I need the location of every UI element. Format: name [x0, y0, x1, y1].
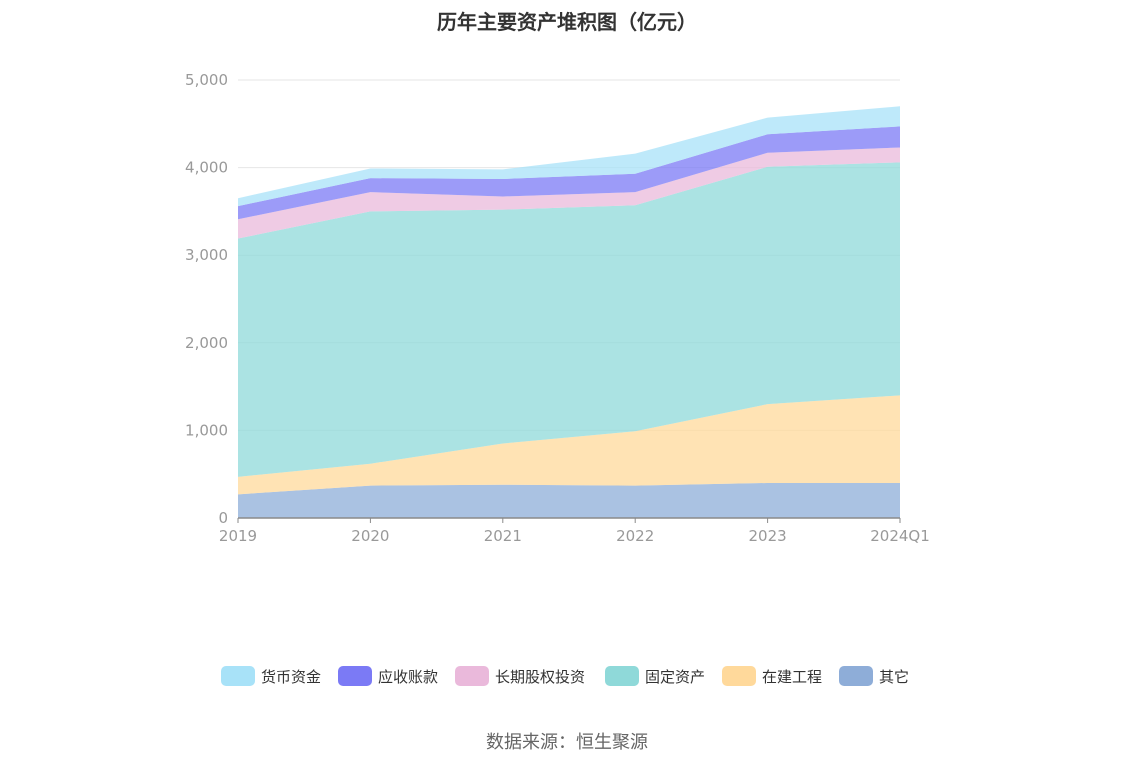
y-tick-label: 4,000 [185, 159, 228, 177]
legend-swatch [455, 666, 489, 686]
legend-item[interactable]: 货币资金 [221, 664, 321, 688]
area-series-1[interactable] [238, 395, 900, 495]
y-tick-label: 2,000 [185, 334, 228, 352]
legend-swatch [338, 666, 372, 686]
legend-label: 货币资金 [261, 667, 322, 686]
y-tick-label: 0 [218, 509, 228, 527]
legend-item[interactable]: 应收账款 [338, 664, 438, 688]
legend-item[interactable]: 其它 [839, 664, 909, 688]
x-tick-label: 2021 [484, 527, 522, 545]
legend-item[interactable]: 固定资产 [605, 664, 705, 688]
area-series [238, 106, 900, 518]
area-series-4[interactable] [238, 126, 900, 220]
legend-label: 应收账款 [378, 667, 439, 686]
x-tick-label: 2019 [219, 527, 257, 545]
legend-label: 在建工程 [762, 667, 823, 686]
legend: 货币资金 应收账款 长期股权投资 固定资产 在建工程 其它 [0, 664, 1134, 688]
x-tick-label: 2020 [351, 527, 389, 545]
x-tick-label: 2023 [749, 527, 787, 545]
x-tick-label: 2022 [616, 527, 654, 545]
x-axis-ticks: 2019 2020 2021 2022 2023 2024Q1 [219, 527, 930, 545]
area-series-2[interactable] [238, 162, 900, 477]
y-tick-label: 1,000 [185, 421, 228, 439]
legend-label: 其它 [879, 667, 910, 686]
legend-label: 固定资产 [645, 667, 706, 686]
axes [237, 517, 901, 523]
x-tick-label: 2024Q1 [870, 527, 930, 545]
legend-swatch [722, 666, 756, 686]
y-axis-ticks: 0 1,000 2,000 3,000 4,000 5,000 [185, 71, 228, 527]
chart-title: 历年主要资产堆积图（亿元） [437, 10, 697, 34]
legend-label: 长期股权投资 [495, 667, 586, 686]
legend-item[interactable]: 长期股权投资 [455, 664, 585, 688]
y-tick-label: 3,000 [185, 246, 228, 264]
legend-swatch [221, 666, 255, 686]
source-note: 数据来源：恒生聚源 [486, 732, 648, 753]
area-series-5[interactable] [238, 106, 900, 207]
legend-swatch [839, 666, 873, 686]
area-series-0[interactable] [238, 482, 900, 518]
area-series-3[interactable] [238, 147, 900, 239]
y-tick-label: 5,000 [185, 71, 228, 89]
legend-item[interactable]: 在建工程 [722, 664, 822, 688]
legend-swatch [605, 666, 639, 686]
